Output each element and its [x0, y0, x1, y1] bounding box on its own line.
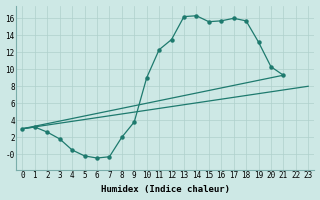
X-axis label: Humidex (Indice chaleur): Humidex (Indice chaleur): [101, 185, 230, 194]
